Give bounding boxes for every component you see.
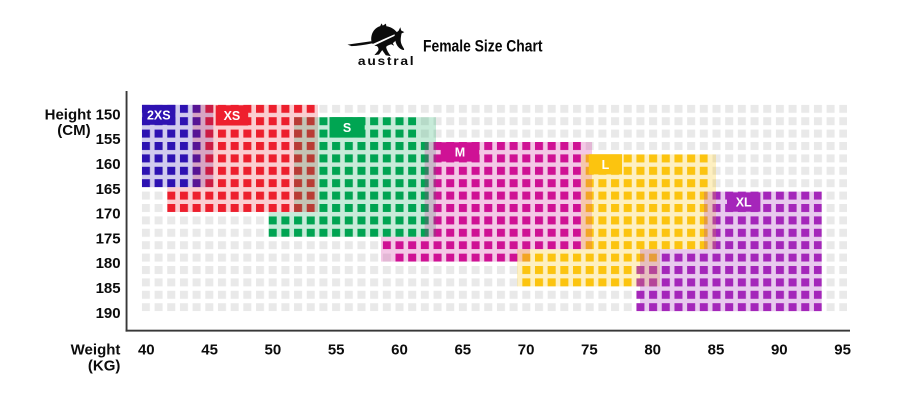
- svg-text:(KG): (KG): [88, 358, 121, 375]
- svg-text:L: L: [602, 158, 610, 172]
- svg-text:austral: austral: [358, 54, 416, 68]
- svg-text:170: 170: [96, 206, 121, 223]
- svg-text:95: 95: [834, 341, 851, 358]
- svg-text:85: 85: [708, 341, 725, 358]
- svg-text:75: 75: [581, 341, 598, 358]
- svg-text:70: 70: [518, 341, 535, 358]
- svg-text:155: 155: [96, 131, 121, 148]
- svg-text:(CM): (CM): [57, 122, 90, 139]
- svg-text:180: 180: [96, 255, 121, 272]
- svg-text:50: 50: [265, 341, 282, 358]
- svg-text:Height: Height: [45, 106, 92, 123]
- svg-text:165: 165: [96, 181, 121, 198]
- svg-text:150: 150: [96, 106, 121, 123]
- svg-text:XL: XL: [736, 196, 752, 210]
- svg-text:45: 45: [201, 341, 218, 358]
- svg-text:60: 60: [391, 341, 408, 358]
- svg-text:55: 55: [328, 341, 345, 358]
- svg-text:2XS: 2XS: [147, 108, 171, 122]
- svg-text:M: M: [455, 146, 465, 160]
- svg-text:160: 160: [96, 156, 121, 173]
- svg-text:Weight: Weight: [71, 342, 121, 359]
- svg-text:190: 190: [96, 305, 121, 322]
- svg-text:185: 185: [96, 280, 121, 297]
- svg-text:90: 90: [771, 341, 788, 358]
- svg-text:XS: XS: [224, 109, 241, 123]
- svg-text:65: 65: [454, 341, 471, 358]
- svg-text:175: 175: [96, 230, 121, 247]
- svg-text:S: S: [343, 121, 351, 135]
- svg-text:40: 40: [138, 341, 155, 358]
- svg-text:80: 80: [644, 341, 661, 358]
- svg-text:Female Size Chart: Female Size Chart: [423, 38, 543, 56]
